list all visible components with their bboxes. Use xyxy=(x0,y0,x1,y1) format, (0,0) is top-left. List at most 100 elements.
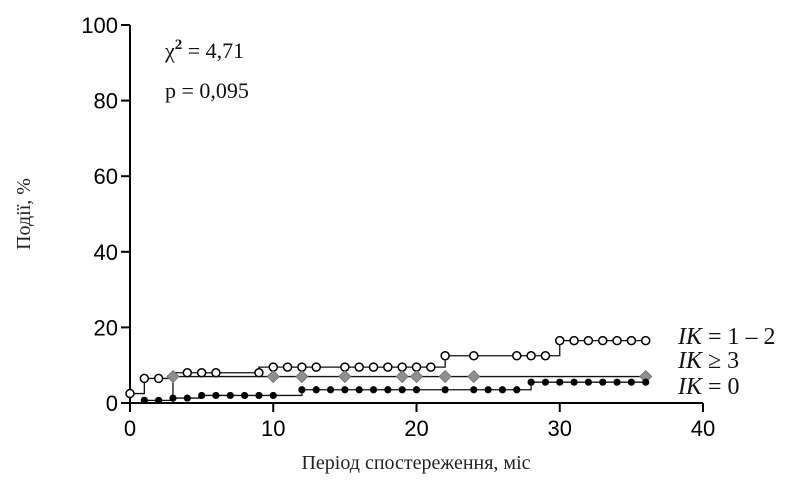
chi-square-annotation: χ2 = 4,71 xyxy=(164,37,244,63)
series-ik-3 xyxy=(130,369,653,404)
data-point-open-circle xyxy=(612,335,622,346)
data-point-open-circle xyxy=(469,351,479,361)
x-ticks: 0 10 20 30 40 xyxy=(124,403,715,441)
data-point-open-circle xyxy=(153,373,164,384)
data-point-filled-circle xyxy=(570,378,578,386)
data-point-open-circle xyxy=(254,368,264,378)
data-point-open-circle xyxy=(139,373,150,384)
series-label-ik-3-val: ≥ 3 xyxy=(702,348,739,374)
p-value-annotation: p = 0,095 xyxy=(165,78,249,103)
data-point-open-circle xyxy=(125,388,135,399)
data-point-open-circle xyxy=(411,362,422,372)
data-point-open-circle xyxy=(196,368,207,378)
data-point-filled-circle xyxy=(226,391,234,400)
x-tick-label: 30 xyxy=(548,416,572,441)
data-point-diamond xyxy=(438,369,452,384)
x-tick-label: 20 xyxy=(404,416,428,441)
data-point-open-circle xyxy=(540,351,551,361)
data-point-diamond xyxy=(395,369,409,384)
data-point-open-circle xyxy=(282,362,293,372)
data-point-filled-circle xyxy=(198,391,206,400)
data-point-filled-circle xyxy=(341,386,349,394)
data-point-diamond xyxy=(409,369,424,384)
y-tick-label: 60 xyxy=(94,164,118,189)
data-point-filled-circle xyxy=(484,386,492,394)
series-label-ik-1-2-val: = 1 – 2 xyxy=(702,324,776,350)
data-point-filled-circle xyxy=(169,394,177,402)
chi-value: = 4,71 xyxy=(182,38,244,63)
data-point-filled-circle xyxy=(613,378,621,386)
data-point-open-circle xyxy=(182,368,193,378)
data-point-filled-circle xyxy=(255,391,263,400)
data-point-diamond xyxy=(295,369,309,384)
data-point-filled-circle xyxy=(513,386,521,394)
data-point-filled-circle xyxy=(412,386,421,394)
x-axis-title: Період спостереження, міс xyxy=(301,452,530,474)
data-point-open-circle xyxy=(440,351,450,361)
data-point-open-circle xyxy=(268,362,278,372)
data-point-open-circle xyxy=(569,335,579,346)
data-point-filled-circle xyxy=(355,386,363,394)
x-tick-label: 0 xyxy=(124,416,136,441)
data-point-open-circle xyxy=(583,335,594,346)
chi-symbol: χ xyxy=(164,38,175,63)
data-point-open-circle xyxy=(297,362,307,372)
data-point-filled-circle xyxy=(326,386,335,394)
data-point-filled-circle xyxy=(269,391,277,400)
data-point-filled-circle xyxy=(140,396,148,404)
data-point-open-circle xyxy=(354,362,364,372)
series-layer xyxy=(125,335,653,404)
data-point-filled-circle xyxy=(541,378,550,386)
data-point-filled-circle xyxy=(312,386,320,394)
data-point-filled-circle xyxy=(441,386,449,394)
data-point-filled-circle xyxy=(627,378,635,386)
data-point-filled-circle xyxy=(642,378,650,386)
x-tick-label: 10 xyxy=(261,416,285,441)
series-label-ik-3-var: IK xyxy=(677,348,704,374)
data-point-filled-circle xyxy=(384,386,392,394)
y-tick-label: 100 xyxy=(81,13,118,38)
data-point-filled-circle xyxy=(556,378,564,386)
data-point-filled-circle xyxy=(498,386,507,394)
data-point-open-circle xyxy=(340,362,350,372)
data-point-filled-circle xyxy=(183,394,191,402)
data-point-open-circle xyxy=(426,362,436,372)
data-point-open-circle xyxy=(626,335,637,346)
data-point-filled-circle xyxy=(369,386,378,394)
y-tick-label: 20 xyxy=(94,315,118,340)
series-label-ik-0-var: IK xyxy=(677,374,704,400)
y-tick-label: 40 xyxy=(94,240,118,265)
x-tick-label: 40 xyxy=(691,416,715,441)
data-point-diamond xyxy=(338,369,352,384)
y-axis-title: Події, % xyxy=(13,178,35,250)
data-point-filled-circle xyxy=(241,391,249,400)
data-point-open-circle xyxy=(512,351,522,361)
data-point-open-circle xyxy=(597,335,608,346)
data-point-diamond xyxy=(266,369,280,384)
y-tick-label: 0 xyxy=(106,391,118,416)
series-ik-3-line xyxy=(130,375,646,404)
data-point-open-circle xyxy=(526,351,536,361)
data-point-filled-circle xyxy=(398,386,406,394)
series-label-ik-3: IK ≥ 3 xyxy=(677,348,739,374)
series-ik-1-2 xyxy=(125,335,651,399)
series-label-ik-0: IK = 0 xyxy=(677,374,740,400)
data-point-filled-circle xyxy=(155,396,163,404)
data-point-open-circle xyxy=(397,362,407,372)
data-point-filled-circle xyxy=(599,378,607,386)
y-tick-label: 80 xyxy=(94,89,118,114)
y-ticks: 0 20 40 60 80 100 xyxy=(81,13,130,416)
data-point-open-circle xyxy=(368,362,379,372)
data-point-filled-circle xyxy=(527,378,535,386)
data-point-open-circle xyxy=(555,335,565,346)
series-label-ik-0-val: = 0 xyxy=(702,374,740,400)
data-point-filled-circle xyxy=(212,391,220,400)
data-point-open-circle xyxy=(383,362,393,372)
series-label-ik-1-2-var: IK xyxy=(677,324,704,350)
data-point-open-circle xyxy=(311,362,321,372)
data-point-diamond xyxy=(166,369,180,384)
data-point-open-circle xyxy=(640,335,651,346)
data-point-diamond xyxy=(467,369,481,384)
series-ik-0 xyxy=(130,378,650,404)
